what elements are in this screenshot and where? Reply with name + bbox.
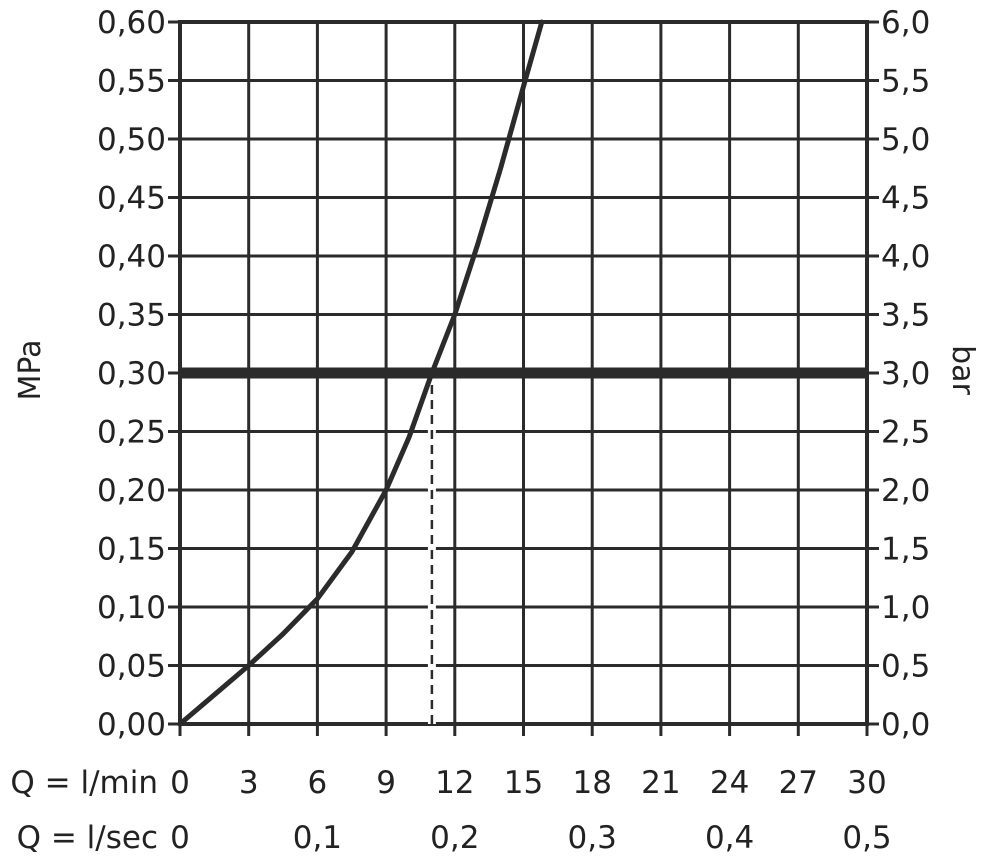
left-tick-label: 0,40 (97, 239, 166, 275)
right-tick-label: 2,5 (881, 415, 930, 451)
left-axis-title: MPa (13, 339, 48, 400)
x-primary-tick-label: 6 (308, 765, 328, 801)
left-tick-label: 0,50 (97, 122, 166, 158)
x-primary-tick-label: 9 (376, 765, 396, 801)
right-tick-label: 6,0 (881, 5, 930, 41)
x-primary-tick-label: 3 (239, 765, 259, 801)
right-axis-title: bar (945, 345, 980, 395)
x-primary-tick-label: 12 (435, 765, 474, 801)
right-tick-label: 3,5 (881, 298, 930, 334)
left-tick-label: 0,35 (97, 298, 166, 334)
x-primary-tick-label: 0 (170, 765, 190, 801)
x-axis-secondary-title: Q = l/sec (17, 820, 158, 856)
left-tick-label: 0,15 (97, 532, 166, 568)
x-secondary-tick-label: 0,2 (430, 820, 479, 856)
x-primary-tick-label: 15 (504, 765, 543, 801)
left-tick-label: 0,45 (97, 181, 166, 217)
x-primary-tick-label: 18 (572, 765, 611, 801)
left-tick-label: 0,20 (97, 473, 166, 509)
left-tick-label: 0,00 (97, 707, 166, 743)
x-primary-tick-label: 30 (847, 765, 886, 801)
right-tick-label: 2,0 (881, 473, 930, 509)
left-tick-label: 0,60 (97, 5, 166, 41)
right-tick-label: 5,5 (881, 64, 930, 100)
x-secondary-tick-label: 0,4 (705, 820, 754, 856)
right-tick-label: 4,0 (881, 239, 930, 275)
pressure-flow-curve (177, 19, 545, 727)
left-tick-label: 0,55 (97, 64, 166, 100)
right-tick-label: 4,5 (881, 181, 930, 217)
left-tick-label: 0,05 (97, 649, 166, 685)
left-tick-label: 0,30 (97, 356, 166, 392)
x-primary-tick-label: 24 (710, 765, 749, 801)
right-tick-label: 0,5 (881, 649, 930, 685)
x-secondary-tick-label: 0,3 (568, 820, 617, 856)
right-tick-label: 1,5 (881, 532, 930, 568)
x-primary-tick-label: 21 (641, 765, 680, 801)
left-tick-label: 0,10 (97, 590, 166, 626)
x-secondary-tick-label: 0,1 (293, 820, 342, 856)
x-secondary-tick-label: 0 (170, 820, 190, 856)
right-tick-label: 0,0 (881, 707, 930, 743)
x-secondary-tick-label: 0,5 (842, 820, 891, 856)
left-tick-label: 0,25 (97, 415, 166, 451)
x-primary-tick-label: 27 (779, 765, 818, 801)
right-tick-label: 1,0 (881, 590, 930, 626)
right-tick-label: 3,0 (881, 356, 930, 392)
right-tick-label: 5,0 (881, 122, 930, 158)
x-axis-primary-title: Q = l/min (10, 765, 158, 801)
